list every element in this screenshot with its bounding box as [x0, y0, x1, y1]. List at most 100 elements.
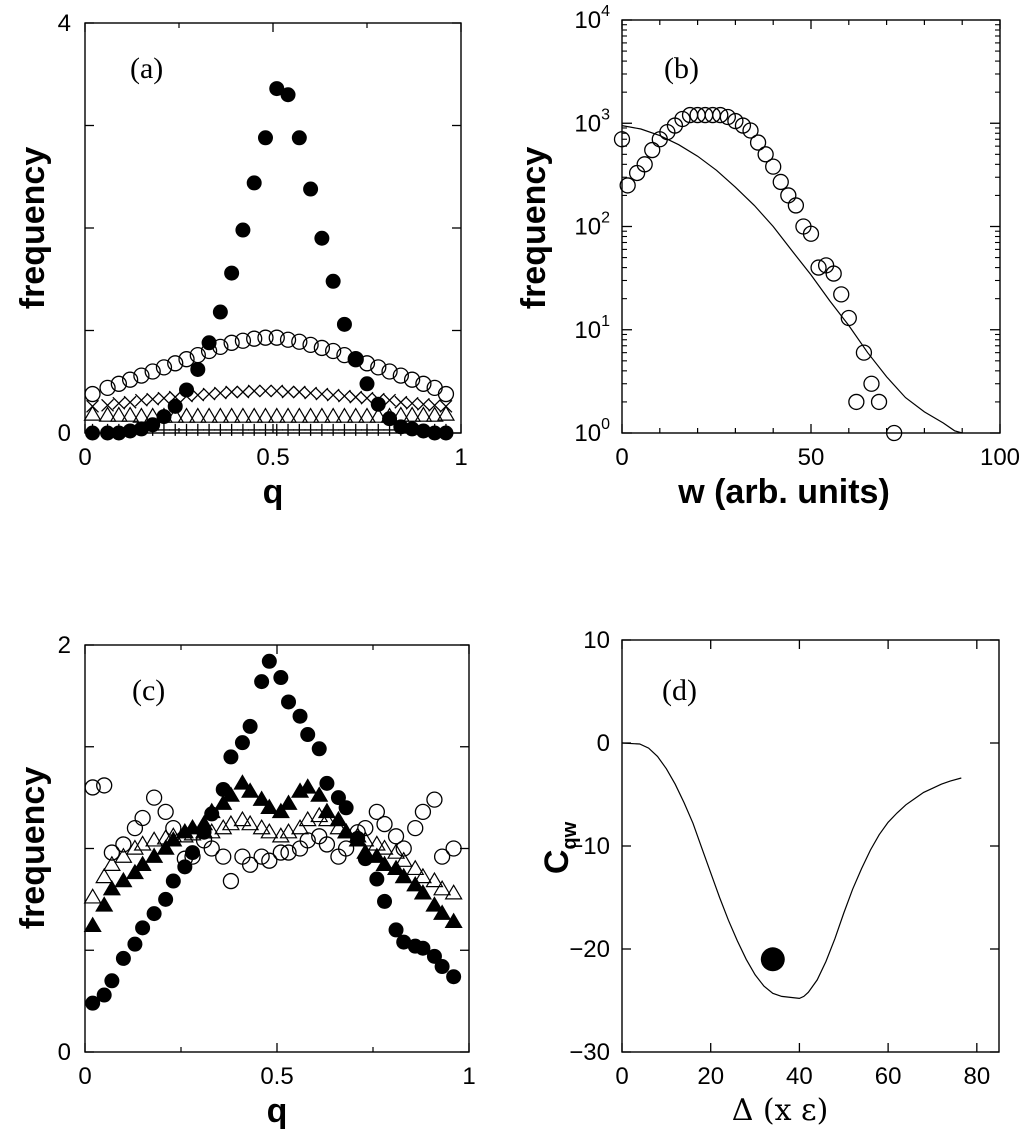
panel-b-tag: (b) — [664, 52, 699, 85]
panel-a-point — [303, 181, 319, 197]
panel-c-point — [260, 798, 279, 815]
panel-c-point — [241, 856, 259, 873]
panel-a-point — [202, 387, 216, 401]
panel-a-point — [349, 390, 363, 404]
panel-a-point — [212, 304, 228, 320]
panel-c-point — [203, 840, 220, 857]
panel-d: 0 20 40 60 80 −30 −20 −10 0 10 (d) Δ (x ε) Cqw — [538, 627, 1000, 1128]
panel-c-point — [426, 948, 442, 964]
panel-a-point — [259, 384, 272, 398]
panel-a-point — [370, 359, 387, 376]
panel-c-point — [253, 848, 270, 865]
panel-c-point — [261, 852, 278, 869]
panel-a-point — [134, 393, 148, 407]
panel-b-point — [802, 225, 820, 242]
panel-c-point — [369, 871, 385, 887]
panel-b-marks — [613, 106, 963, 442]
panel-a-series-2 — [86, 384, 453, 413]
panel-c-point — [261, 653, 277, 669]
panel-a-point — [200, 407, 219, 423]
panel-a-point — [112, 423, 125, 436]
panel-c-point — [375, 855, 394, 871]
panel-a-point — [336, 316, 352, 332]
panel-c-point — [394, 851, 413, 867]
panel-a-point — [256, 407, 275, 423]
panel-a-point — [439, 423, 452, 436]
panel-a-point — [191, 423, 204, 436]
panel-c-point — [357, 820, 374, 837]
panel-b-xtick-label: 0 — [615, 444, 628, 471]
panel-d-ylabel-text: Cqw — [538, 821, 581, 874]
panel-b: 0 50 100 100 101 102 103 104 (b) w (arb. units)… — [515, 3, 1020, 511]
panel-c-point — [425, 896, 444, 912]
panel-a-point — [372, 423, 385, 436]
panel-a-ylabel: frequency — [14, 147, 52, 310]
panel-c-point — [407, 820, 424, 837]
panel-c-point — [222, 872, 240, 890]
panel-c-point — [299, 832, 316, 849]
panel-a-point — [101, 398, 115, 412]
panel-c-point — [95, 896, 114, 912]
panel-c-point — [298, 810, 317, 827]
panel-a-point — [224, 265, 240, 281]
panel-b-point — [674, 110, 691, 128]
panel-a-point — [121, 371, 139, 388]
panel-a-point — [135, 423, 148, 436]
panel-a-point — [269, 81, 285, 97]
panel-a-point — [394, 395, 408, 409]
panel-a-point — [223, 334, 240, 351]
panel-c-point — [414, 803, 432, 821]
panel-c-point — [337, 840, 355, 857]
panel-c-point — [413, 867, 432, 884]
panel-a-point — [403, 406, 422, 422]
panel-c-point — [271, 827, 290, 843]
panel-a-point — [268, 329, 285, 346]
panel-c-point — [96, 987, 112, 1003]
panel-b-point — [712, 106, 729, 124]
panel-c-point — [175, 827, 194, 843]
panel-c-point — [145, 789, 163, 806]
panel-c-point — [298, 778, 317, 794]
panel-a-point — [246, 175, 262, 191]
panel-c-point — [433, 904, 452, 920]
panel-d-xtick-label: 20 — [697, 1063, 724, 1090]
panel-b-xtick-label: 50 — [798, 444, 825, 471]
panel-a-point — [381, 363, 398, 380]
panel-a-point — [143, 407, 162, 423]
panel-c-point — [387, 828, 405, 845]
panel-c-point — [356, 843, 375, 859]
panel-c-point — [318, 836, 336, 853]
panel-a-xtick-label: 0.5 — [256, 444, 289, 471]
panel-a-point — [99, 379, 116, 397]
panel-c-point — [386, 859, 406, 876]
panel-c-point — [330, 848, 347, 865]
panel-c-point — [83, 888, 102, 904]
panel-c-point — [260, 823, 279, 839]
panel-a-point — [212, 338, 229, 356]
panel-d-xtick-label: 0 — [615, 1063, 628, 1090]
panel-c-point — [310, 786, 329, 802]
panel-b-ytick-label: 104 — [574, 3, 610, 34]
panel-a-point — [248, 423, 261, 436]
panel-a-point — [213, 386, 227, 400]
panel-c-point — [386, 843, 406, 859]
panel-c-point — [202, 802, 221, 819]
panel-d-xtick-label: 80 — [963, 1063, 990, 1090]
panel-a-point — [84, 385, 101, 403]
panel-a-point — [324, 407, 343, 423]
panel-b-point — [848, 393, 865, 411]
panel-c-xtick-label: 1 — [462, 1063, 475, 1090]
panel-a-point — [166, 407, 185, 423]
panel-b-xlabel: w (arb. units) — [677, 473, 890, 511]
panel-a-point — [157, 391, 171, 405]
panel-a-point — [392, 367, 409, 384]
panel-c-point — [134, 809, 151, 827]
panel-a-point — [394, 423, 407, 436]
panel-c-point — [329, 818, 348, 835]
panel-a-point — [167, 355, 184, 372]
panel-b-point — [780, 187, 797, 204]
panel-a-point — [416, 397, 430, 411]
panel-a-point — [360, 391, 374, 405]
panel-d-ylabel-sub: qw — [559, 821, 581, 849]
panel-c-marks — [83, 653, 463, 1011]
